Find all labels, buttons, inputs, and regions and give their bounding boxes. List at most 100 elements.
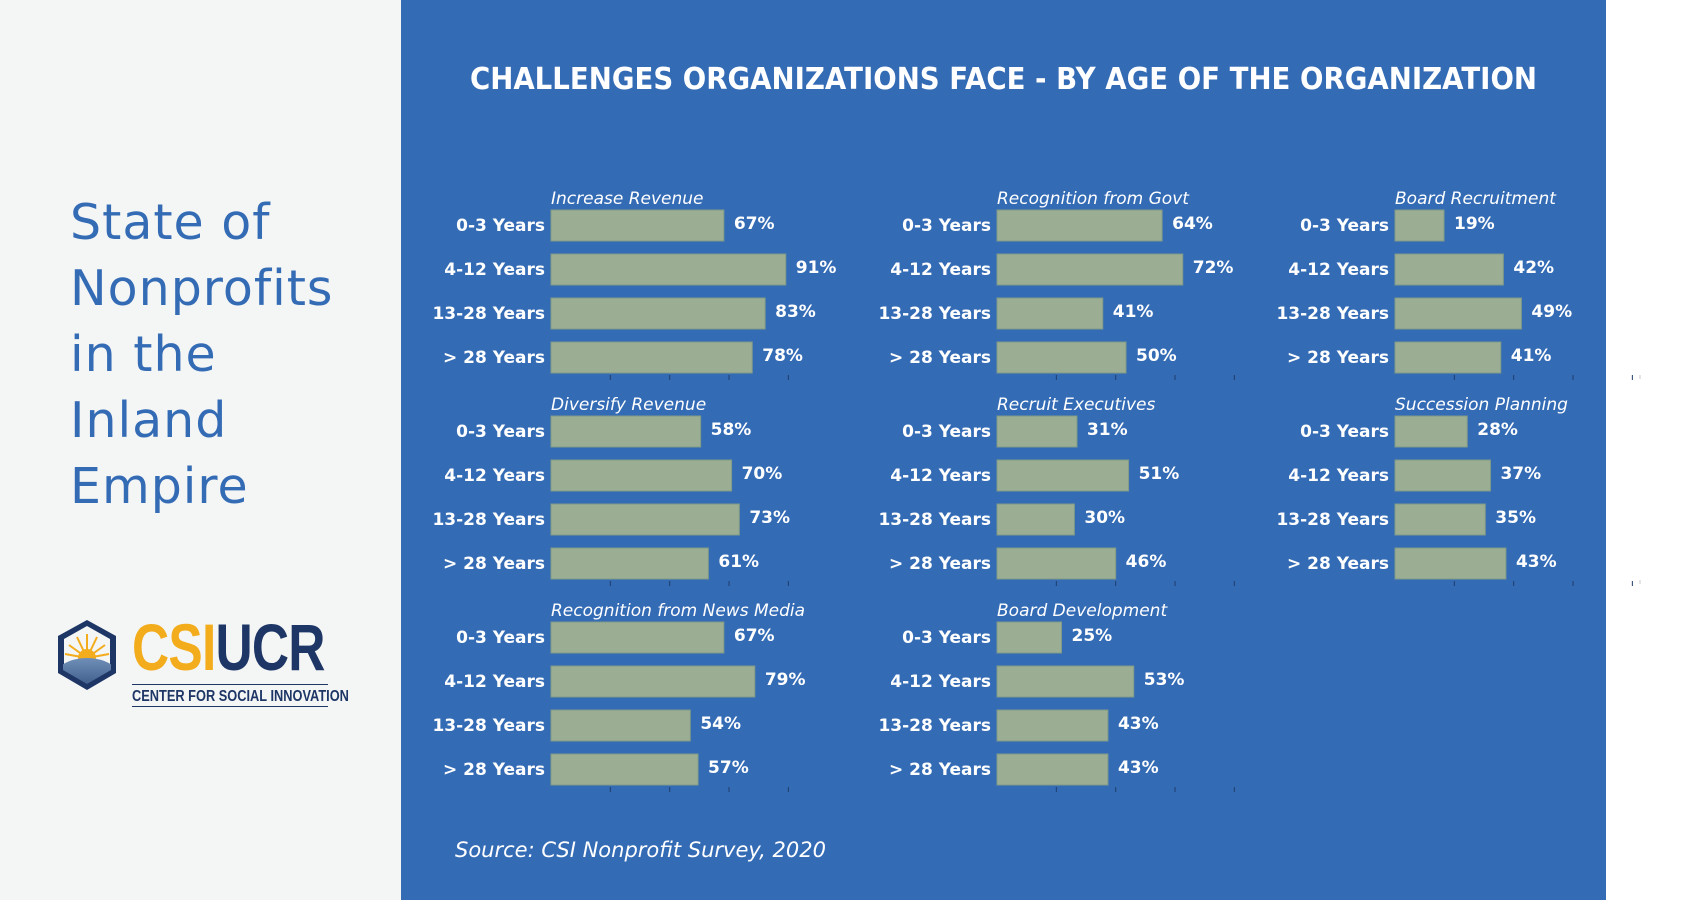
category-label: 13-28 Years [432, 510, 545, 530]
category-label: 4-12 Years [890, 466, 991, 486]
category-label: 0-3 Years [902, 216, 991, 236]
value-label: 30% [1084, 508, 1125, 528]
sunrise-hexagon-icon [58, 620, 116, 690]
value-label: 53% [1144, 670, 1185, 690]
category-label: 4-12 Years [890, 260, 991, 280]
category-label: > 28 Years [889, 554, 991, 574]
value-label: 51% [1139, 464, 1180, 484]
bar [550, 621, 725, 654]
category-label: > 28 Years [443, 554, 545, 574]
bar [550, 709, 691, 742]
logo-csi: CSI [132, 610, 216, 684]
bar [550, 209, 725, 242]
value-label: 35% [1495, 508, 1536, 528]
value-label: 42% [1513, 258, 1554, 278]
bar [550, 341, 753, 374]
category-label: 4-12 Years [444, 466, 545, 486]
report-title-line: in the [70, 326, 217, 383]
category-label: 13-28 Years [1276, 510, 1389, 530]
logo-rule-top [132, 684, 328, 685]
category-label: 13-28 Years [432, 716, 545, 736]
bar [1394, 415, 1468, 448]
report-title-line: Inland [70, 392, 228, 449]
category-label: 13-28 Years [878, 510, 991, 530]
bar [550, 253, 787, 286]
bar [996, 621, 1062, 654]
value-label: 28% [1477, 420, 1518, 440]
value-label: 25% [1072, 626, 1113, 646]
category-label: 0-3 Years [1300, 422, 1389, 442]
margin-strip [1606, 0, 1702, 900]
panel-title: Recognition from Govt [997, 189, 1190, 209]
category-label: 0-3 Years [1300, 216, 1389, 236]
value-label: 57% [708, 758, 749, 778]
logo-rule-bottom [132, 706, 328, 707]
bar [996, 253, 1184, 286]
bar [1394, 253, 1504, 286]
value-label: 67% [734, 214, 775, 234]
value-label: 79% [765, 670, 806, 690]
category-label: 13-28 Years [432, 304, 545, 324]
report-title-line: State of [70, 194, 271, 251]
bar [550, 503, 740, 536]
chart-title: CHALLENGES ORGANIZATIONS FACE - BY AGE O… [469, 62, 1538, 97]
category-label: > 28 Years [443, 760, 545, 780]
value-label: 91% [796, 258, 837, 278]
bar [996, 415, 1078, 448]
bar [996, 297, 1104, 330]
bar [1394, 209, 1445, 242]
bar [996, 709, 1109, 742]
value-label: 61% [718, 552, 759, 572]
logo-subtitle: CENTER FOR SOCIAL INNOVATION [132, 688, 349, 705]
bar [550, 665, 756, 698]
category-label: 4-12 Years [1288, 466, 1389, 486]
bar [1394, 503, 1486, 536]
bar [1394, 547, 1507, 580]
bar [996, 459, 1130, 492]
panel-title: Board Recruitment [1395, 189, 1557, 209]
value-label: 46% [1126, 552, 1167, 572]
value-label: 37% [1500, 464, 1541, 484]
panel-title: Recruit Executives [997, 395, 1155, 415]
value-label: 41% [1511, 346, 1552, 366]
category-label: 0-3 Years [456, 422, 545, 442]
bar [996, 503, 1075, 536]
category-label: 0-3 Years [902, 628, 991, 648]
value-label: 78% [762, 346, 803, 366]
value-label: 49% [1531, 302, 1572, 322]
value-label: 73% [749, 508, 790, 528]
source-note: Source: CSI Nonprofit Survey, 2020 [455, 838, 826, 862]
value-label: 64% [1172, 214, 1213, 234]
category-label: > 28 Years [889, 760, 991, 780]
value-label: 70% [742, 464, 783, 484]
bar [550, 753, 699, 786]
category-label: > 28 Years [443, 348, 545, 368]
category-label: 4-12 Years [1288, 260, 1389, 280]
category-label: 0-3 Years [456, 216, 545, 236]
category-label: 4-12 Years [444, 672, 545, 692]
category-label: 0-3 Years [456, 628, 545, 648]
bar [996, 341, 1127, 374]
bar [996, 665, 1135, 698]
bar [996, 547, 1117, 580]
category-label: 13-28 Years [878, 304, 991, 324]
report-title: State of Nonprofits in the Inland Empire [70, 190, 333, 520]
panel-title: Recognition from News Media [551, 601, 805, 621]
bar [550, 297, 766, 330]
value-label: 43% [1118, 758, 1159, 778]
panel-title: Increase Revenue [551, 189, 704, 209]
bar [550, 459, 733, 492]
bar [996, 209, 1163, 242]
csi-ucr-logo: CSIUCR CENTER FOR SOCIAL INNOVATION [55, 614, 349, 708]
value-label: 72% [1193, 258, 1234, 278]
bar [996, 753, 1109, 786]
bar [1394, 459, 1491, 492]
category-label: > 28 Years [1287, 348, 1389, 368]
logo-wordmark: CSIUCR [132, 614, 325, 680]
panel-title: Succession Planning [1395, 395, 1568, 415]
bar [1394, 341, 1502, 374]
value-label: 19% [1454, 214, 1495, 234]
category-label: > 28 Years [889, 348, 991, 368]
panel-title: Board Development [997, 601, 1168, 621]
